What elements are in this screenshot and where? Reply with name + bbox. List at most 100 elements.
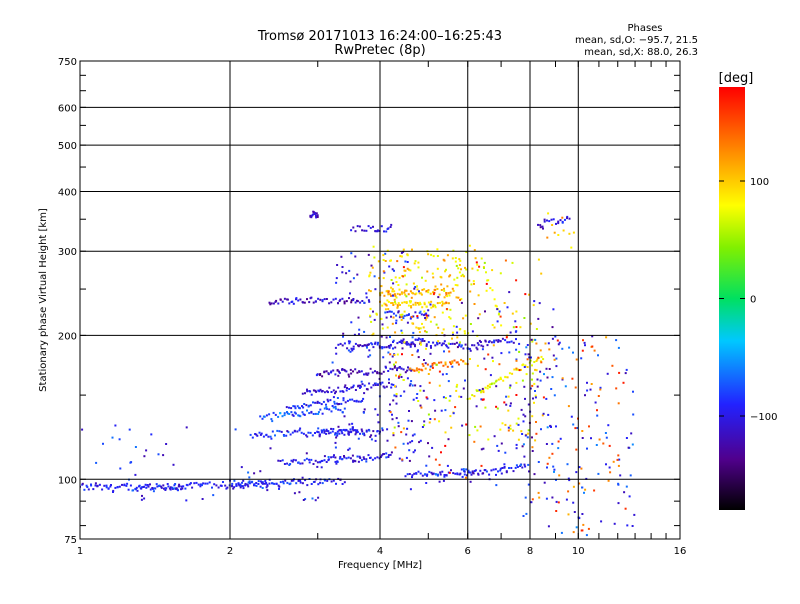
- echo-point: [445, 474, 448, 477]
- echo-point: [290, 411, 293, 414]
- echo-point: [355, 430, 358, 433]
- echo-point: [114, 424, 117, 427]
- echo-point: [343, 302, 346, 305]
- echo-point: [316, 216, 319, 218]
- echo-point: [493, 326, 496, 329]
- echo-point: [578, 482, 581, 485]
- echo-point: [425, 331, 428, 334]
- echo-point: [323, 298, 326, 301]
- echo-point: [248, 482, 251, 485]
- echo-point: [279, 460, 282, 462]
- echo-point: [103, 484, 106, 487]
- echo-point: [336, 460, 339, 463]
- y-tick-label: 600: [58, 103, 77, 114]
- echo-point: [407, 304, 410, 307]
- echo-point: [562, 229, 565, 232]
- echo-point: [354, 301, 357, 304]
- echo-point: [134, 488, 137, 491]
- echo-point: [334, 373, 337, 376]
- echo-point: [419, 404, 422, 407]
- echo-point: [445, 344, 448, 347]
- echo-point: [395, 393, 398, 395]
- echo-point: [312, 213, 314, 216]
- echo-point: [520, 408, 523, 411]
- echo-point: [471, 394, 474, 397]
- echo-point: [427, 373, 430, 375]
- echo-point: [431, 472, 434, 475]
- echo-point: [398, 293, 401, 296]
- echo-point: [268, 478, 271, 481]
- echo-point: [328, 408, 331, 411]
- echo-point: [479, 341, 482, 343]
- echo-point: [475, 346, 478, 349]
- echo-point: [509, 384, 512, 387]
- scatter-points: [80, 210, 636, 537]
- echo-point: [451, 342, 454, 345]
- echo-point: [352, 226, 355, 229]
- echo-point: [418, 368, 421, 371]
- echo-point: [480, 398, 483, 401]
- echo-point: [395, 319, 398, 322]
- echo-point: [341, 411, 344, 414]
- echo-point: [403, 310, 406, 313]
- echo-point: [396, 292, 399, 295]
- echo-point: [443, 474, 446, 476]
- echo-point: [277, 459, 280, 462]
- echo-point: [437, 326, 440, 329]
- echo-point: [495, 339, 498, 342]
- echo-point: [480, 448, 483, 451]
- echo-point: [402, 248, 405, 251]
- echo-point: [527, 403, 530, 406]
- echo-point: [419, 292, 422, 295]
- echo-point: [274, 434, 276, 437]
- echo-point: [396, 353, 399, 356]
- echo-point: [309, 390, 312, 393]
- echo-point: [463, 332, 466, 335]
- echo-point: [381, 323, 384, 326]
- echo-point: [361, 432, 364, 435]
- echo-point: [417, 349, 419, 352]
- echo-point: [341, 458, 344, 461]
- echo-point: [354, 389, 357, 391]
- echo-point: [367, 253, 370, 256]
- echo-point: [392, 339, 395, 342]
- echo-point: [358, 370, 361, 373]
- echo-point: [311, 434, 314, 437]
- echo-point: [111, 436, 114, 439]
- echo-point: [625, 368, 628, 371]
- stats-x-line: mean, sd,X: 88.0, 26.3: [584, 47, 698, 58]
- echo-point: [538, 496, 541, 499]
- echo-point: [531, 498, 534, 501]
- echo-point: [494, 380, 497, 383]
- echo-point: [411, 440, 414, 443]
- echo-point: [332, 428, 335, 430]
- echo-point: [413, 472, 416, 475]
- echo-point: [340, 255, 343, 258]
- echo-point: [487, 353, 490, 356]
- echo-point: [515, 310, 518, 313]
- echo-point: [343, 455, 345, 457]
- echo-point: [456, 276, 459, 279]
- echo-point: [343, 481, 346, 484]
- echo-point: [317, 496, 320, 499]
- echo-point: [351, 427, 354, 430]
- echo-point: [527, 353, 530, 356]
- echo-point: [454, 284, 457, 286]
- echo-point: [460, 395, 463, 398]
- echo-point: [545, 497, 548, 500]
- echo-point: [398, 316, 401, 319]
- echo-point: [465, 476, 467, 479]
- echo-point: [630, 432, 633, 435]
- echo-point: [507, 426, 510, 429]
- echo-point: [385, 346, 388, 349]
- echo-point: [514, 320, 517, 323]
- echo-point: [283, 414, 286, 417]
- echo-point: [261, 417, 264, 420]
- echo-point: [189, 482, 192, 485]
- echo-point: [394, 361, 397, 364]
- echo-point: [513, 368, 516, 371]
- echo-point: [475, 405, 478, 408]
- echo-point: [524, 415, 527, 418]
- echo-point: [412, 331, 415, 334]
- echo-point: [429, 352, 432, 355]
